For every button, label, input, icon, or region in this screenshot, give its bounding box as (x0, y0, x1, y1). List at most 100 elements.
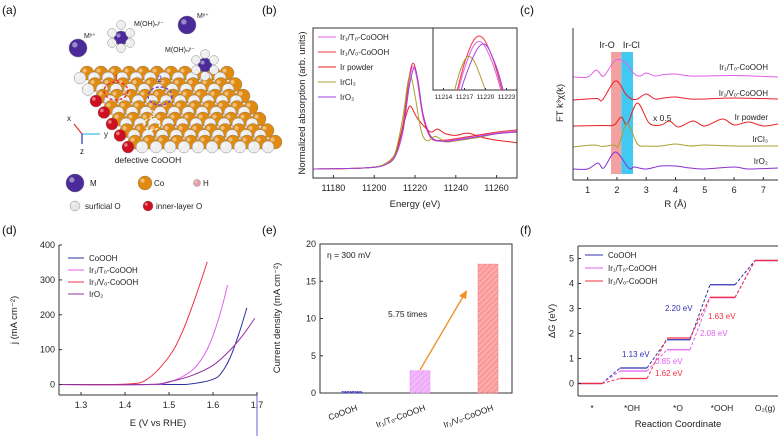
o-atom (73, 71, 87, 85)
energy-annotation: 2.08 eV (700, 329, 728, 338)
co-atom-highlight (166, 68, 171, 73)
x-tick-label: 1.4 (119, 400, 132, 410)
o-atom-highlight (236, 143, 240, 147)
o-atom-highlight (124, 143, 128, 147)
condition-annotation: η = 300 mV (327, 250, 371, 260)
series-line (59, 261, 208, 386)
legend-swatch (193, 179, 201, 187)
inset-series-line (454, 55, 487, 90)
inset-x-tick-label: 11223 (498, 94, 516, 101)
energy-connector (601, 378, 621, 384)
series-label: Ir₁/Vₒ-CoOOH (719, 89, 769, 98)
o-atom-highlight (242, 131, 246, 136)
co-atom-highlight (226, 114, 231, 119)
o-atom-highlight (224, 85, 228, 90)
bar (409, 370, 431, 394)
o-atom-highlight (256, 131, 260, 136)
co-atom-highlight (140, 91, 145, 96)
band-label: Ir-O (599, 40, 615, 50)
hydroxide-o-highlight (127, 30, 130, 33)
co-atom-highlight (142, 114, 147, 119)
co-atom-highlight (200, 137, 205, 142)
co-atom-highlight (156, 114, 161, 119)
co-atom-highlight (214, 137, 219, 142)
o-atom-highlight (118, 74, 122, 78)
y-tick-label: 0 (50, 380, 55, 390)
o-atom-highlight (138, 143, 142, 147)
co-atom-highlight (96, 68, 101, 73)
o-atom-highlight (76, 74, 80, 78)
o-atom-highlight (210, 85, 214, 90)
co-atom-highlight (230, 79, 235, 85)
o-atom-highlight (122, 120, 126, 124)
bar (477, 263, 499, 394)
co-atom-highlight (270, 137, 275, 142)
o-atom-highlight (218, 97, 222, 101)
o-atom (97, 106, 111, 119)
co-atom-highlight (152, 68, 157, 73)
o-atom (233, 140, 247, 154)
o-atom-highlight (232, 97, 236, 101)
x-tick-label: 5 (702, 185, 707, 195)
co-atom-highlight (164, 125, 169, 131)
co-atom-highlight (130, 137, 135, 142)
co-atom-highlight (198, 114, 203, 119)
co-atom-highlight (106, 102, 111, 108)
o-atom-highlight (216, 74, 220, 78)
y-tick-label: 5 (311, 351, 316, 361)
legend-swatch-highlight (140, 178, 145, 183)
site-1-marker (103, 81, 129, 101)
y-tick-label: 20 (306, 239, 316, 249)
co-atom-highlight (220, 125, 225, 131)
o-atom-highlight (198, 108, 202, 113)
co-atom-highlight (150, 125, 155, 131)
legend-label: Ir powder (340, 63, 374, 72)
legend-swatch (65, 173, 85, 193)
y-axis-label: FT k³χ(k) (555, 84, 566, 122)
hydroxide-o (200, 49, 210, 59)
o-atom-highlight (174, 74, 178, 78)
x-tick-label: 1 (585, 185, 590, 195)
co-atom-highlight (98, 91, 103, 96)
axis-letter: y (104, 130, 108, 139)
hydroxide-o-highlight (118, 22, 121, 25)
series-line (573, 58, 778, 79)
o-atom-highlight (144, 131, 148, 136)
legend-swatch-highlight (71, 202, 75, 206)
bond-band (611, 52, 622, 174)
co-atom-highlight (170, 114, 175, 119)
hydroxide-o (200, 71, 210, 81)
x-axis-label: Energy (eV) (390, 199, 441, 210)
species-label: M(OH)ₙʸ⁻ (165, 47, 195, 54)
legend-label: Ir₁/Tₒ-CoOOH (340, 33, 389, 42)
co-atom-highlight (184, 114, 189, 119)
co-atom-highlight (158, 137, 163, 142)
co-atom-highlight (224, 91, 229, 96)
hydroxide-o-highlight (193, 57, 196, 60)
o-atom-highlight (136, 120, 140, 124)
o-atom (89, 94, 103, 108)
o-atom-highlight (104, 74, 108, 78)
co-atom-highlight (232, 102, 237, 108)
energy-annotation: 1.13 eV (622, 350, 650, 359)
legend-swatch-highlight (194, 180, 197, 183)
co-atom-highlight (90, 79, 95, 85)
o-atom-highlight (178, 120, 182, 124)
series-line (313, 67, 517, 170)
o-atom-highlight (234, 120, 238, 124)
co-atom-highlight (188, 79, 193, 85)
y-tick-label: 300 (40, 275, 55, 285)
y-tick-label: 0 (569, 379, 574, 389)
o-atom (81, 83, 95, 96)
co-atom-highlight (196, 91, 201, 96)
o-atom-highlight (240, 108, 244, 113)
energy-connector (646, 339, 668, 369)
energy-connector (646, 337, 668, 379)
o-atom (163, 140, 177, 154)
energy-annotation: 0.85 eV (655, 357, 683, 366)
x-tick-label: 7 (761, 185, 766, 195)
co-atom-highlight (178, 125, 183, 131)
co-atom-highlight (132, 79, 137, 85)
panel-label: (e) (262, 223, 277, 237)
